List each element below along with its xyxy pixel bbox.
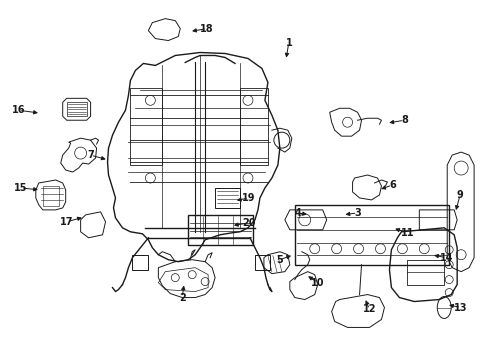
- Text: 18: 18: [200, 24, 214, 33]
- Text: 4: 4: [294, 208, 301, 218]
- Text: 20: 20: [242, 218, 255, 228]
- Text: 7: 7: [87, 150, 94, 160]
- Text: 17: 17: [60, 217, 73, 227]
- Text: 8: 8: [400, 115, 407, 125]
- Text: 14: 14: [439, 253, 452, 263]
- Text: 2: 2: [179, 293, 185, 302]
- Text: 10: 10: [310, 278, 324, 288]
- Text: 16: 16: [12, 105, 25, 115]
- Text: 1: 1: [285, 37, 292, 48]
- Text: 11: 11: [400, 228, 413, 238]
- Text: 9: 9: [456, 190, 463, 200]
- Text: 19: 19: [242, 193, 255, 203]
- Text: 13: 13: [453, 302, 467, 312]
- Text: 15: 15: [14, 183, 27, 193]
- Text: 12: 12: [362, 305, 375, 315]
- Text: 6: 6: [388, 180, 395, 190]
- Text: 5: 5: [276, 255, 283, 265]
- Text: 3: 3: [353, 208, 360, 218]
